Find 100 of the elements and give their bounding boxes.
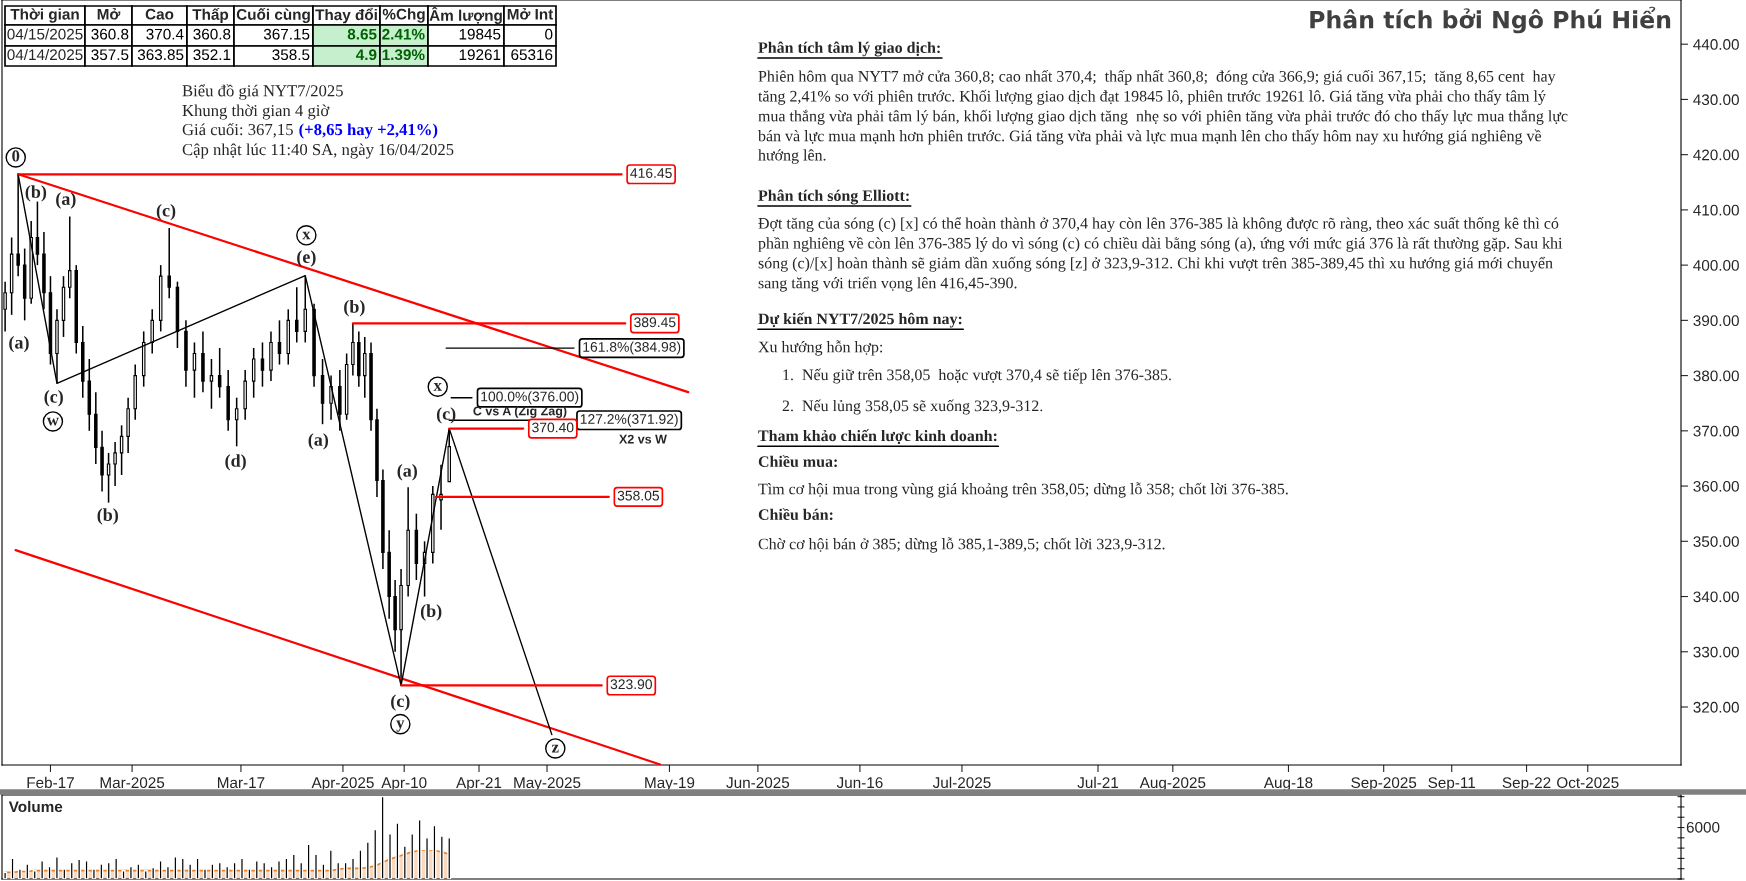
annotation: Chiều bán:	[758, 508, 833, 521]
annotation: C vs A (Zig Zag)	[473, 406, 567, 418]
x-tick-label: May-2025	[514, 777, 581, 792]
data-label: 358.05	[617, 490, 660, 501]
annotation: 8.65	[347, 28, 377, 40]
annotation: Tìm cơ hội mua trong vùng giá khoảng trên 358,05; dừng lỗ 358; chốt lời 376-385.	[758, 482, 1288, 498]
annotation: (a)	[397, 464, 417, 481]
annotation: 360.8	[91, 28, 129, 40]
annotation: z	[551, 744, 559, 753]
annotation: Chờ cơ hội bán ở 385; dừng lỗ 385,1-389,5; chốt lời 323,9-312.	[758, 537, 1165, 553]
data-label: 323.90	[610, 679, 652, 690]
annotation: (c)	[44, 390, 63, 407]
annotation: 2. Nếu lủng 358,05 sẽ xuống 323,9-312.	[782, 399, 1043, 415]
annotation: Âm lượng	[429, 7, 502, 24]
annotation: (b)	[420, 604, 442, 621]
data-label: 100.0%(376.00)	[481, 391, 579, 405]
annotation: 2.41%	[382, 28, 425, 40]
y-tick-label: 390.00	[1693, 315, 1739, 327]
annotation: Cuối cùng	[236, 8, 310, 23]
x-tick-label: Oct-2025	[1557, 777, 1619, 789]
annotation: Dự kiến NYT7/2025 hôm nay:	[758, 312, 962, 328]
annotation: Thay đổi	[315, 7, 377, 24]
annotation: (b)	[344, 300, 365, 317]
annotation: 4.9	[356, 49, 377, 61]
annotation: 367.15	[263, 28, 310, 40]
annotation: Xu hướng hỗn hợp:	[758, 340, 883, 356]
data-label: 161.8%(384.98)	[583, 341, 681, 355]
y-tick-label: 350.00	[1693, 536, 1739, 547]
annotation: (b)	[25, 185, 47, 202]
annotation: 1.39%	[382, 49, 425, 61]
x-tick-label: Mar-2025	[100, 777, 165, 789]
annotation: (c)	[156, 203, 176, 221]
annotation: Đợt tăng của sóng (c) [x] có thể hoàn thành ở 370,4 hay còn lên 376-385 là không được rõ ràng, theo xác suất thống kê thì có phần nghiêng về còn lên 376-385 lý do vì sóng (c) có chiều dài bằng sóng (a), ứng với mức giá 376 là rất thường gặp. Sau khi sóng (c)/[x] hoàn thành sẽ giảm dần xuống sóng [z] ở 323,9-312. Chỉ khi vượt trên 385-389,45 thì xu hướng giá mới chuyển sang tăng với triển vọng lên 416,45-390.	[758, 217, 1563, 292]
annotation: w	[46, 417, 59, 426]
data-label: 370.40	[532, 422, 574, 433]
x-tick-label: Sep-11	[1428, 777, 1476, 792]
annotation: X2 vs W	[619, 434, 667, 444]
y-tick-label: 430.00	[1693, 94, 1739, 106]
x-tick-label: Sep-2025	[1351, 777, 1417, 792]
annotation: 370.4	[146, 28, 184, 40]
annotation: (d)	[225, 454, 246, 471]
annotation: (a)	[308, 433, 329, 450]
annotation: Cập nhật lúc 11:40 SA, ngày 16/04/2025	[182, 143, 454, 159]
annotation: 363.85	[137, 49, 184, 61]
annotation: 04/14/2025	[7, 48, 83, 61]
x-tick-label: May-19	[645, 777, 695, 792]
annotation: 357.5	[91, 49, 129, 61]
annotation: x	[302, 231, 311, 240]
annotation: Cao	[145, 8, 174, 20]
annotation: (c)	[391, 694, 410, 711]
annotation: Thời gian	[10, 8, 79, 23]
annotation: (a)	[56, 192, 76, 209]
annotation: 0	[12, 150, 20, 162]
annotation: 04/15/2025	[7, 28, 83, 40]
data-label: 416.45	[630, 168, 672, 178]
y-tick-label: 380.00	[1693, 370, 1739, 382]
annotation: 1. Nếu giữ trên 358,05 hoặc vượt 370,4 sẽ tiếp lên 376-385.	[783, 368, 1171, 384]
annotation: y	[396, 720, 405, 732]
annotation: Giá cuối: 367,15	[182, 122, 293, 138]
y-tick-label: 400.00	[1693, 259, 1739, 271]
annotation: %Chg	[382, 8, 425, 23]
annotation: 352.1	[193, 49, 231, 61]
annotation: 19261	[459, 49, 501, 61]
annotation: (b)	[97, 508, 118, 525]
annotation: x	[433, 383, 442, 391]
y-tick-label: 340.00	[1693, 591, 1739, 603]
y-tick-label: 320.00	[1693, 701, 1739, 713]
data-label: 127.2%(371.92)	[580, 413, 678, 427]
annotation: (+8,65 hay +2,41%)	[299, 123, 438, 139]
x-tick-label: Apr-21	[456, 777, 502, 792]
annotation: Phân tích sóng Elliott:	[758, 189, 909, 205]
annotation: Mở	[97, 8, 121, 20]
annotation: Mở Int	[507, 8, 554, 20]
annotation: 19845	[459, 28, 501, 40]
y-tick-label: 440.00	[1693, 39, 1739, 50]
chart-title: Volume	[8, 800, 63, 813]
text: Khung thời gian 4 giờ	[182, 104, 330, 120]
x-tick-label: Feb-17	[27, 776, 74, 789]
annotation: 358.5	[272, 49, 310, 61]
annotation: Phân tích bởi Ngô Phú Hiển	[1310, 6, 1671, 34]
annotation: 0	[545, 28, 553, 40]
y-tick-label: 420.00	[1693, 149, 1739, 161]
annotation: Thấp	[192, 8, 229, 23]
annotation: (c)	[436, 407, 456, 424]
annotation: Tham khảo chiến lược kinh doanh:	[758, 429, 997, 445]
annotation: Chiều mua:	[758, 455, 837, 468]
annotation: 65316	[511, 49, 553, 61]
annotation: 360.8	[193, 28, 231, 40]
x-tick-label: Aug-18	[1263, 777, 1313, 792]
annotation: (e)	[297, 250, 316, 267]
x-tick-label: Jul-21	[1077, 776, 1119, 789]
annotation: Phiên hôm qua NYT7 mở cửa 360,8; cao nhất 370,4; thấp nhất 360,8; đóng cửa 366,9; giá cuối 367,15; tăng 8,65 cent hay tăng 2,41% so với phiên trước. Khối lượng giao dịch đạt 19845 lô, phiên trước 19261 lô. Giá tăng vừa phải cho thấy tâm lý mua thắng vừa phải tâm lý bán, khối lượng giao dịch tăng nhẹ so với phiên tăng vừa phải trước đó cho thấy lực mua thắng lực bán và lực mua mạnh hơn phiên trước. Giá tăng vừa phải và lực mua mạnh lên cho thấy hôm nay xu hướng giá nghiêng về hướng lên.	[758, 70, 1568, 164]
x-tick-label: Sep-22	[1502, 777, 1551, 792]
x-tick-label: Apr-10	[381, 777, 427, 792]
data-label: 389.45	[634, 317, 676, 328]
y-tick-label: 360.00	[1693, 480, 1739, 492]
x-tick-label: Jun-16	[836, 777, 883, 789]
x-tick-label: Jul-2025	[932, 776, 991, 789]
y-tick-label: 330.00	[1693, 646, 1739, 658]
text: 6000	[1686, 821, 1720, 833]
